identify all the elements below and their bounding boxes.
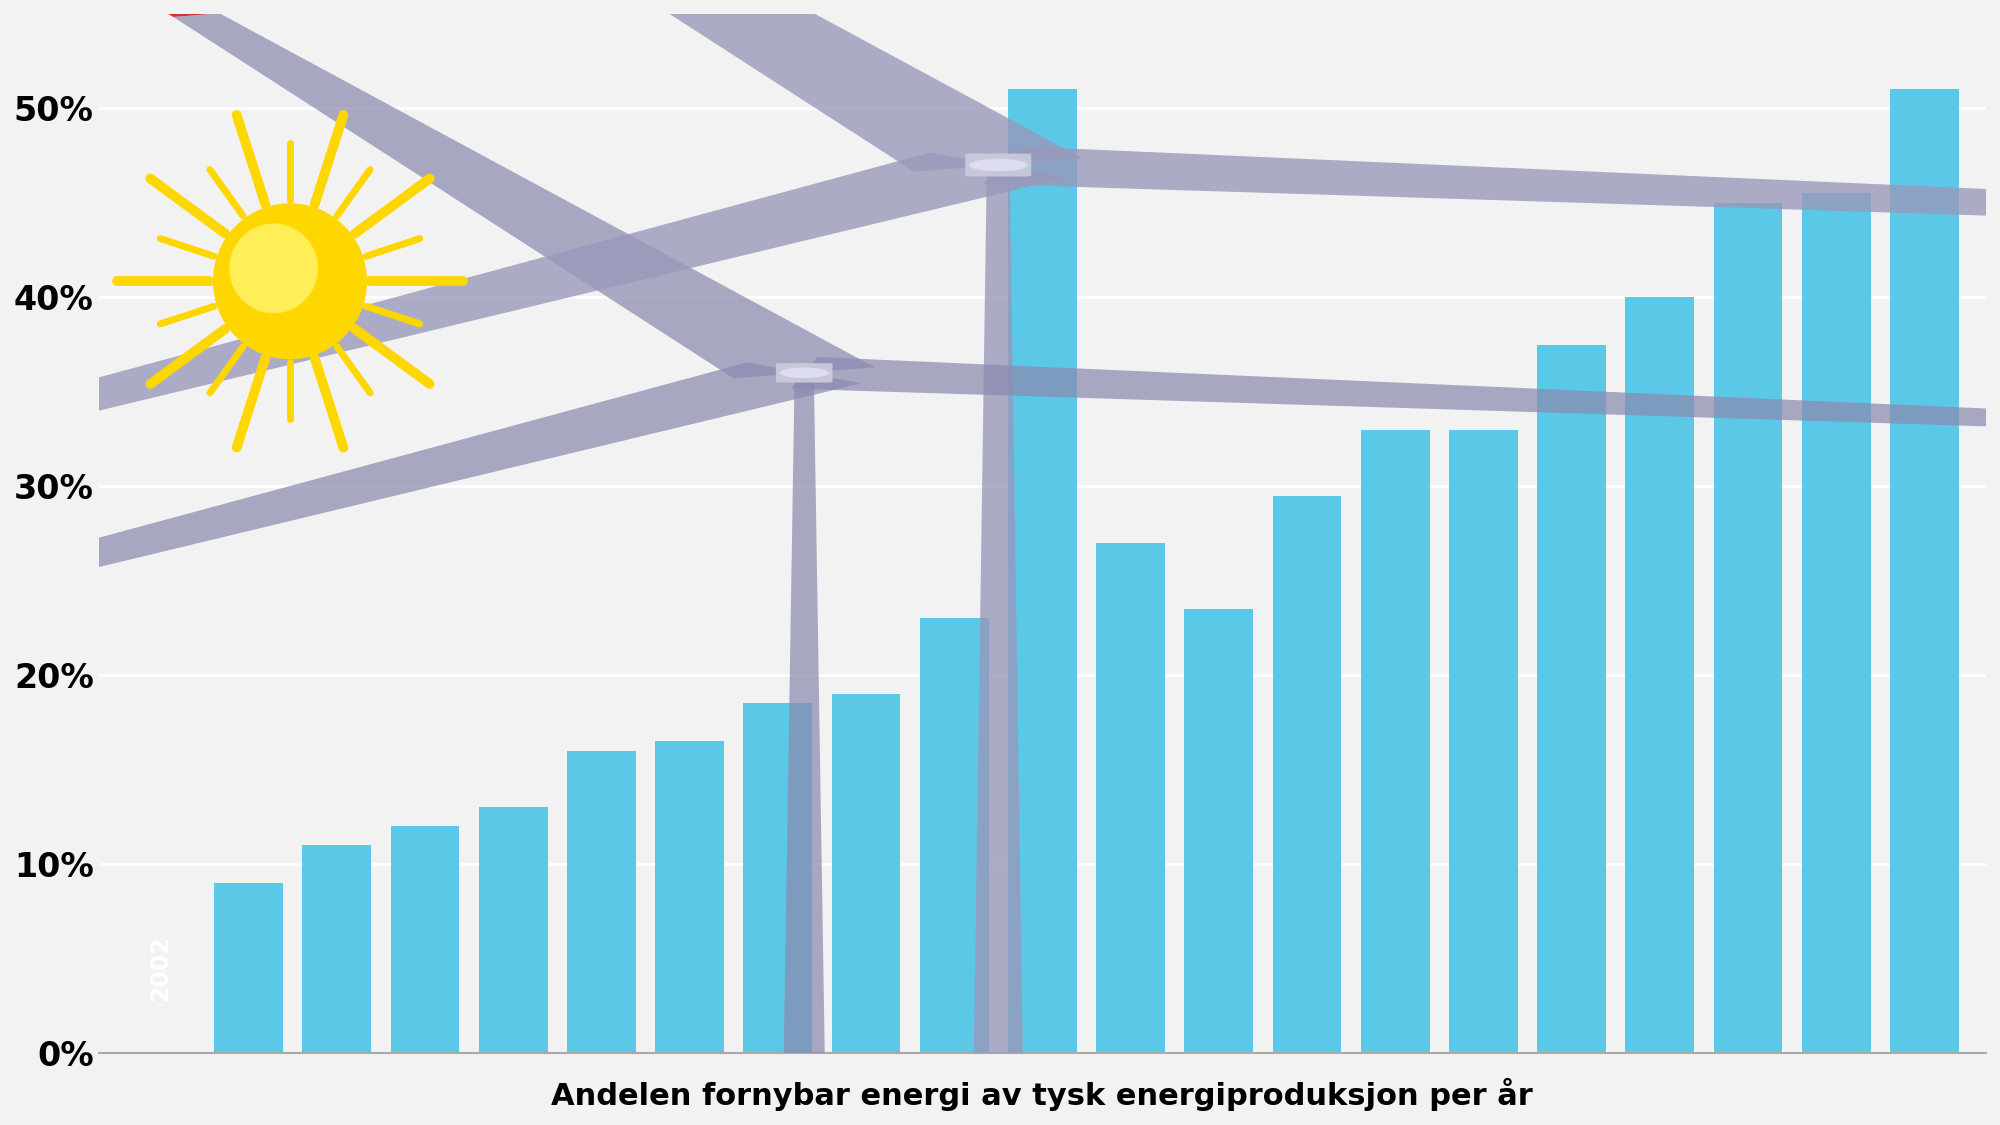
Circle shape [214, 204, 366, 359]
Bar [1890, 90, 1958, 1053]
Polygon shape [784, 372, 824, 1053]
Bar [390, 826, 460, 1053]
Bar [566, 750, 636, 1053]
Bar [832, 694, 900, 1053]
Polygon shape [982, 146, 2000, 250]
FancyBboxPatch shape [776, 363, 832, 382]
Circle shape [780, 368, 828, 378]
Circle shape [968, 159, 1028, 171]
Bar [1448, 430, 1518, 1053]
Bar [214, 883, 282, 1053]
FancyBboxPatch shape [966, 154, 1032, 177]
Bar [920, 619, 988, 1053]
Bar [1008, 90, 1076, 1053]
Polygon shape [0, 362, 862, 668]
Polygon shape [792, 357, 2000, 444]
Polygon shape [0, 153, 1068, 518]
Circle shape [230, 224, 318, 313]
Bar [1802, 193, 1870, 1053]
Bar [1714, 202, 1782, 1053]
Polygon shape [174, 14, 874, 378]
Bar [1184, 609, 1254, 1053]
Bar [478, 808, 548, 1053]
Bar [656, 741, 724, 1053]
Polygon shape [70, 0, 220, 17]
Bar [1360, 430, 1430, 1053]
Bar [744, 703, 812, 1053]
Bar [1096, 543, 1164, 1053]
Bar [1626, 297, 1694, 1053]
Bar [1272, 496, 1342, 1053]
Polygon shape [974, 165, 1022, 1053]
Bar [1538, 344, 1606, 1053]
Polygon shape [246, 0, 1082, 172]
X-axis label: Andelen fornybar energi av tysk energiproduksjon per år: Andelen fornybar energi av tysk energipr… [552, 1078, 1534, 1112]
Bar [302, 845, 372, 1053]
